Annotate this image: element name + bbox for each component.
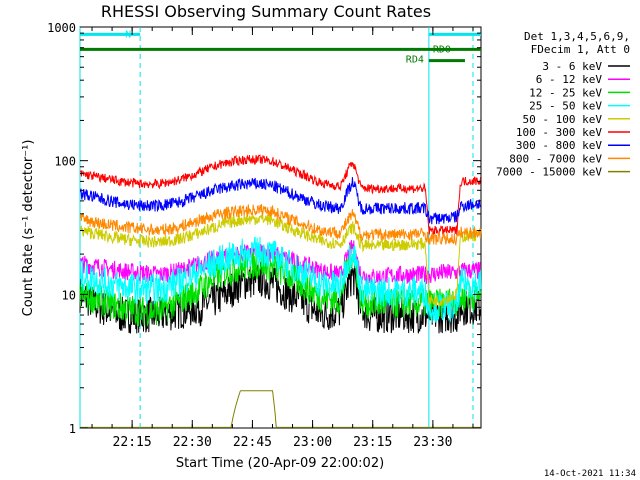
series-50to100kev xyxy=(79,213,482,307)
x-tick-label-3: 23:00 xyxy=(293,435,332,450)
y-tick-label-3: 1000 xyxy=(47,21,76,35)
timestamp: 14-Oct-2021 11:34 xyxy=(544,469,636,479)
chart-title: RHESSI Observing Summary Count Rates xyxy=(101,2,431,21)
legend-label-0: 3 - 6 keV xyxy=(542,60,602,73)
detector-info-line-2: FDecim 1, Att 0 xyxy=(531,43,630,56)
series-800to7000kev xyxy=(79,203,482,247)
axis-layer: 1 10 100 1000 22:15 22:30 22:45 23:00 23:15 23:30 xyxy=(47,21,481,450)
series-300to800kev xyxy=(80,177,482,225)
x-tick-label-0: 22:15 xyxy=(113,435,152,450)
x-tick-label-5: 23:30 xyxy=(413,435,452,450)
legend-label-1: 6 - 12 keV xyxy=(536,73,603,86)
legend-label-5: 100 - 300 keV xyxy=(516,126,602,139)
series-12to25kev xyxy=(79,244,482,327)
series-100to300kev xyxy=(79,154,482,236)
series-layer xyxy=(79,154,482,428)
legend-label-7: 800 - 7000 keV xyxy=(509,152,602,165)
x-tick-label-1: 22:30 xyxy=(173,435,212,450)
x-tick-label-2: 22:45 xyxy=(233,435,272,450)
y-tick-label-0: 1 xyxy=(69,422,76,436)
x-axis-label: Start Time (20-Apr-09 22:00:02) xyxy=(176,456,384,471)
flag-label-rd4: RD4 xyxy=(406,55,424,66)
y-tick-label-2: 100 xyxy=(54,155,76,169)
legend-label-6: 300 - 800 keV xyxy=(516,139,602,152)
series-7000to15000kev xyxy=(80,390,481,428)
legend-label-2: 12 - 25 keV xyxy=(529,86,602,99)
legend-label-4: 50 - 100 keV xyxy=(523,113,603,126)
detector-info-line-1: Det 1,3,4,5,6,9, xyxy=(524,30,630,43)
series-25to50kev xyxy=(79,236,482,323)
legend-label-8: 7000 - 15000 keV xyxy=(496,166,602,179)
legend-label-3: 25 - 50 keV xyxy=(529,100,602,113)
x-tick-label-4: 23:15 xyxy=(353,435,392,450)
flag-layer: N RD0 RD4 xyxy=(80,29,481,66)
flag-label-n: N xyxy=(125,29,131,40)
y-tick-label-1: 10 xyxy=(62,288,76,302)
flag-label-rd0: RD0 xyxy=(433,44,451,55)
y-axis-label: Count Rate (s⁻¹ detector⁻¹) xyxy=(21,140,36,317)
